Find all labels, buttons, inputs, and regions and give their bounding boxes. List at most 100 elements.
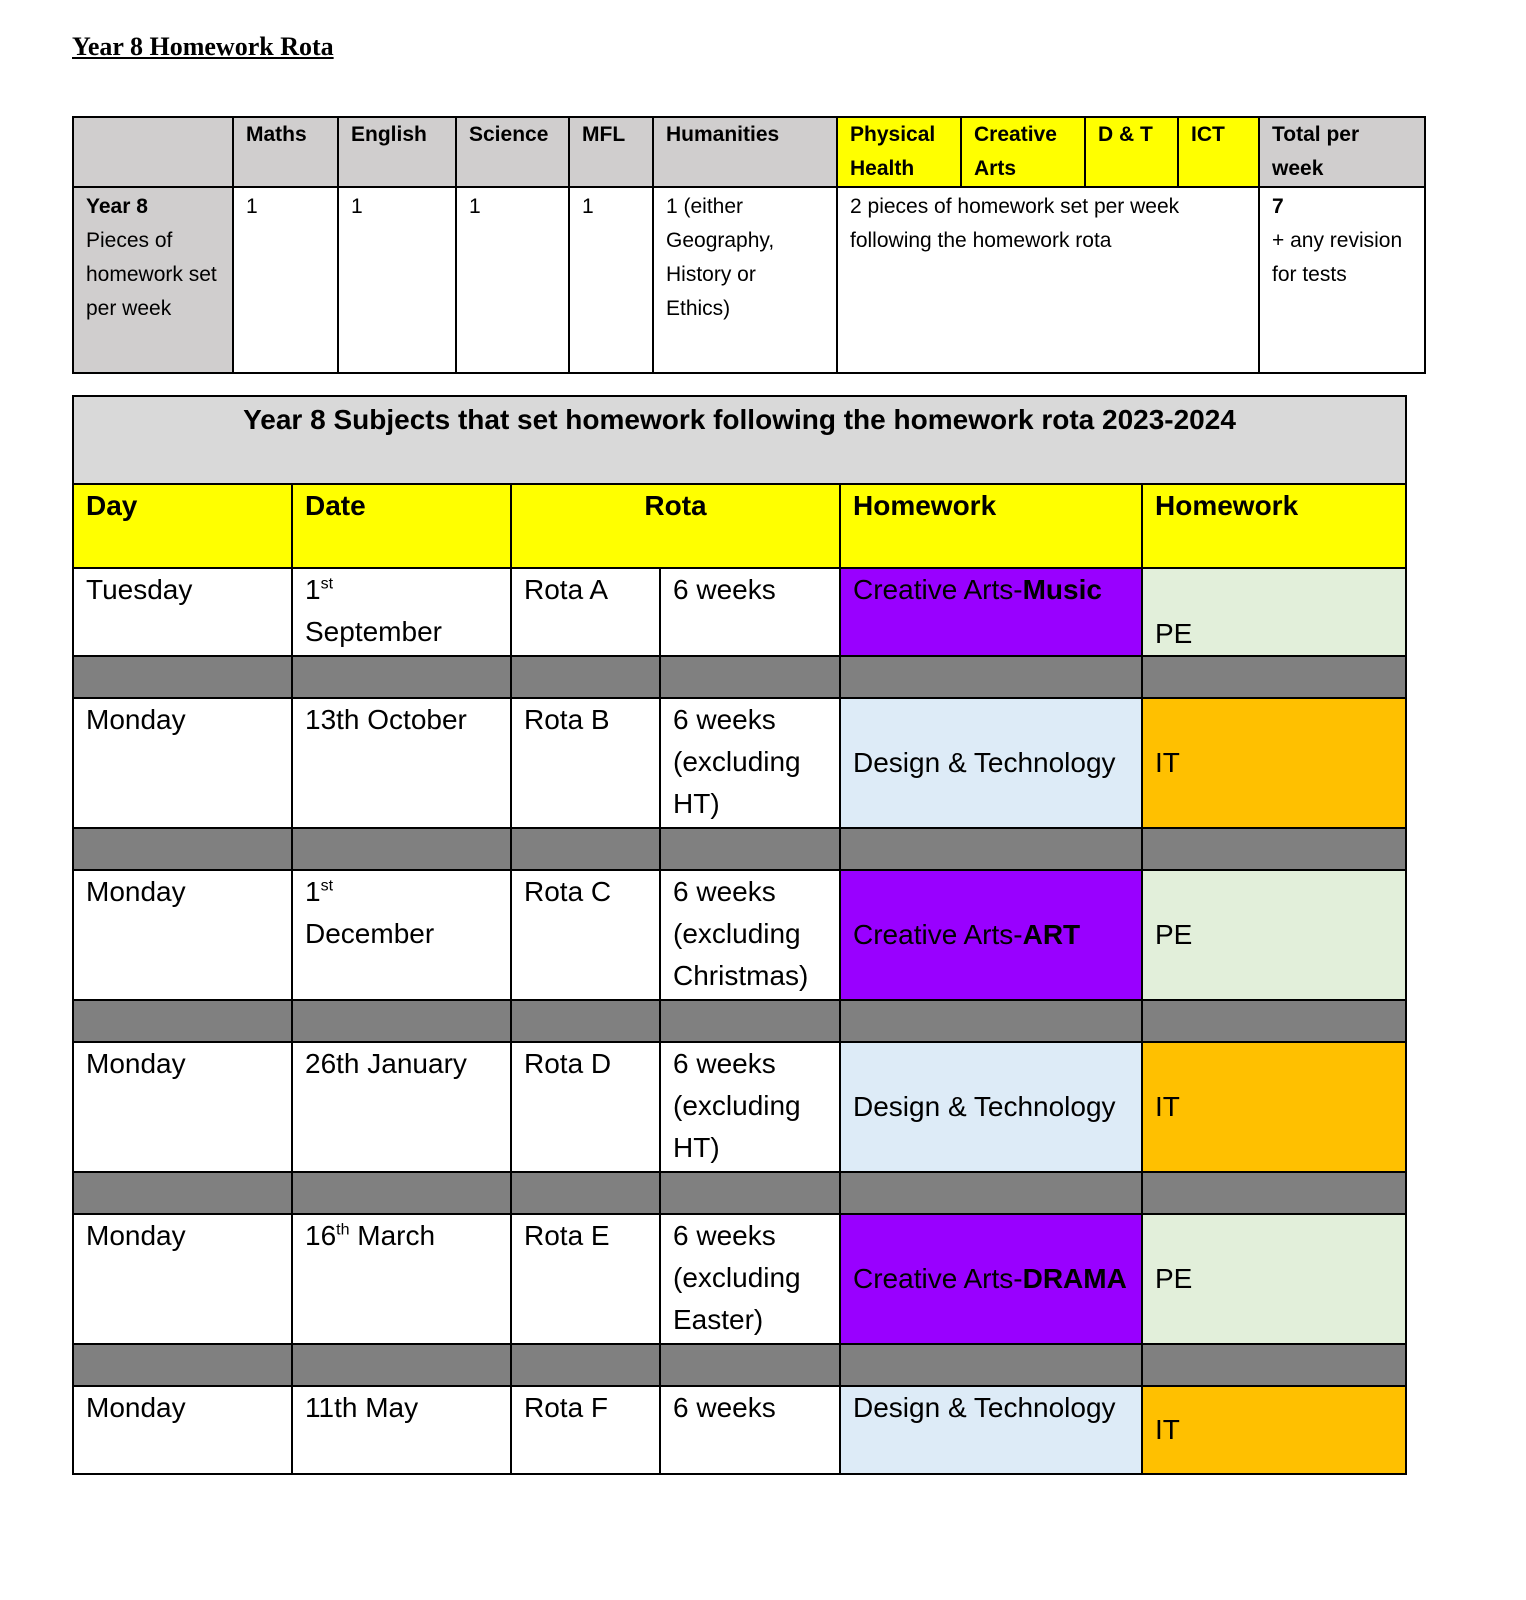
date-cell: 1st December [291,869,512,1001]
homework-1-cell: Design & Technology [839,697,1143,829]
header-cell: Humanities [652,116,838,188]
date-sup: th [336,1221,350,1239]
homework-2-cell: IT [1140,697,1408,829]
page-title: Year 8 Homework Rota [72,32,334,61]
row-label-bold: Year 8 [86,195,148,218]
separator-cell [72,655,293,699]
date-cell: 11th May [291,1385,512,1475]
rota-row: Monday 16th March Rota E 6 weeks (exclud… [72,1213,1408,1345]
homework-2-cell: IT [1140,1041,1408,1173]
date-num: 16 [305,1220,337,1251]
rota-row: Monday 13th October Rota B 6 weeks (excl… [72,697,1408,829]
header-cell: Science [455,116,570,188]
homework-subject: Design & Technology [853,747,1116,778]
homework-1-cell: Creative Arts-Music [839,567,1143,657]
separator-cell [510,1343,661,1387]
total-note: + any revision for tests [1272,229,1403,286]
separator-cell [72,827,293,871]
rota-cell: Rota E [510,1213,661,1345]
header-cell: D & T [1084,116,1179,188]
weeks-cell: 6 weeks (excluding HT) [659,1041,841,1173]
weeks-cell: 6 weeks (excluding Christmas) [659,869,841,1001]
value-cell: 1 (either Geography, History or Ethics) [652,186,838,374]
separator-cell [72,1343,293,1387]
day-cell: Monday [72,869,293,1001]
rota-cell: Rota D [510,1041,661,1173]
rota-cell: Rota B [510,697,661,829]
total-value: 7 [1272,195,1284,218]
summary-table: Maths English Science MFL Humanities Phy… [72,116,1426,374]
date-text: 11th May [305,1392,419,1423]
separator-cell [291,1171,512,1215]
day-cell: Monday [72,1041,293,1173]
rota-header-row: Day Date Rota Homework Homework [72,483,1408,569]
header-cell: Creative Arts [960,116,1086,188]
day-cell: Monday [72,1385,293,1475]
rota-cell: Rota C [510,869,661,1001]
separator-cell [291,1343,512,1387]
rota-title: Year 8 Subjects that set homework follow… [71,395,1408,485]
header-cell: Total per week [1258,116,1426,188]
homework-subject-bold: Music [1022,574,1102,605]
homework-2-cell: PE [1140,1213,1408,1345]
separator-cell [839,655,1143,699]
separator-cell [1140,999,1408,1043]
weeks-cell: 6 weeks (excluding HT) [659,697,841,829]
separator-cell [510,1171,661,1215]
rota-table: Year 8 Subjects that set homework follow… [71,395,1408,1475]
header-homework-2: Homework [1140,483,1408,569]
row-label-text: Pieces of homework set per week [86,229,217,320]
rota-row: Monday 26th January Rota D 6 weeks (excl… [72,1041,1408,1173]
homework-subject: Design & Technology [853,1091,1116,1122]
day-cell: Monday [72,1213,293,1345]
date-text: 13th October [305,704,467,735]
separator-cell [1140,827,1408,871]
header-date: Date [291,483,512,569]
homework-subject: Creative Arts- [853,1263,1023,1294]
date-cell: 16th March [291,1213,512,1345]
day-cell: Tuesday [72,567,293,657]
rota-note-cell: 2 pieces of homework set per week follow… [836,186,1260,374]
homework-subject: Creative Arts- [853,574,1023,605]
header-cell: English [337,116,457,188]
separator-cell [1140,655,1408,699]
value-cell: 1 [337,186,457,374]
homework-2-cell: IT [1140,1385,1408,1475]
header-homework-1: Homework [839,483,1143,569]
header-rota: Rota [510,483,841,569]
date-text: 26th January [305,1048,467,1079]
separator-cell [1140,1171,1408,1215]
rota-cell: Rota A [510,567,661,657]
header-cell: Physical Health [836,116,962,188]
separator-cell [291,655,512,699]
date-rest: March [349,1220,436,1251]
separator-cell [1140,1343,1408,1387]
homework-1-cell: Creative Arts-ART [839,869,1143,1001]
separator-row [72,655,1408,699]
rota-cell: Rota F [510,1385,661,1475]
homework-subject-bold: ART [1022,919,1081,950]
day-cell: Monday [72,697,293,829]
weeks-cell: 6 weeks [659,567,841,657]
homework-1-cell: Creative Arts-DRAMA [839,1213,1143,1345]
date-rest: September [305,616,442,647]
separator-cell [291,999,512,1043]
header-day: Day [72,483,293,569]
weeks-cell: 6 weeks (excluding Easter) [659,1213,841,1345]
summary-header-row: Maths English Science MFL Humanities Phy… [72,116,1426,188]
separator-row [72,999,1408,1043]
value-cell: 1 [568,186,654,374]
homework-2-cell: PE [1140,567,1408,657]
rota-row: Monday 11th May Rota F 6 weeks Design & … [72,1385,1408,1475]
separator-cell [659,1171,841,1215]
homework-subject: Design & Technology [853,1392,1116,1423]
header-cell: ICT [1177,116,1260,188]
separator-row [72,827,1408,871]
date-sup: st [320,575,334,593]
total-cell: 7 + any revision for tests [1258,186,1426,374]
header-cell [72,116,234,188]
header-cell: Maths [232,116,339,188]
date-num: 1 [305,574,321,605]
homework-1-cell: Design & Technology [839,1041,1143,1173]
homework-subject: Creative Arts- [853,919,1023,950]
